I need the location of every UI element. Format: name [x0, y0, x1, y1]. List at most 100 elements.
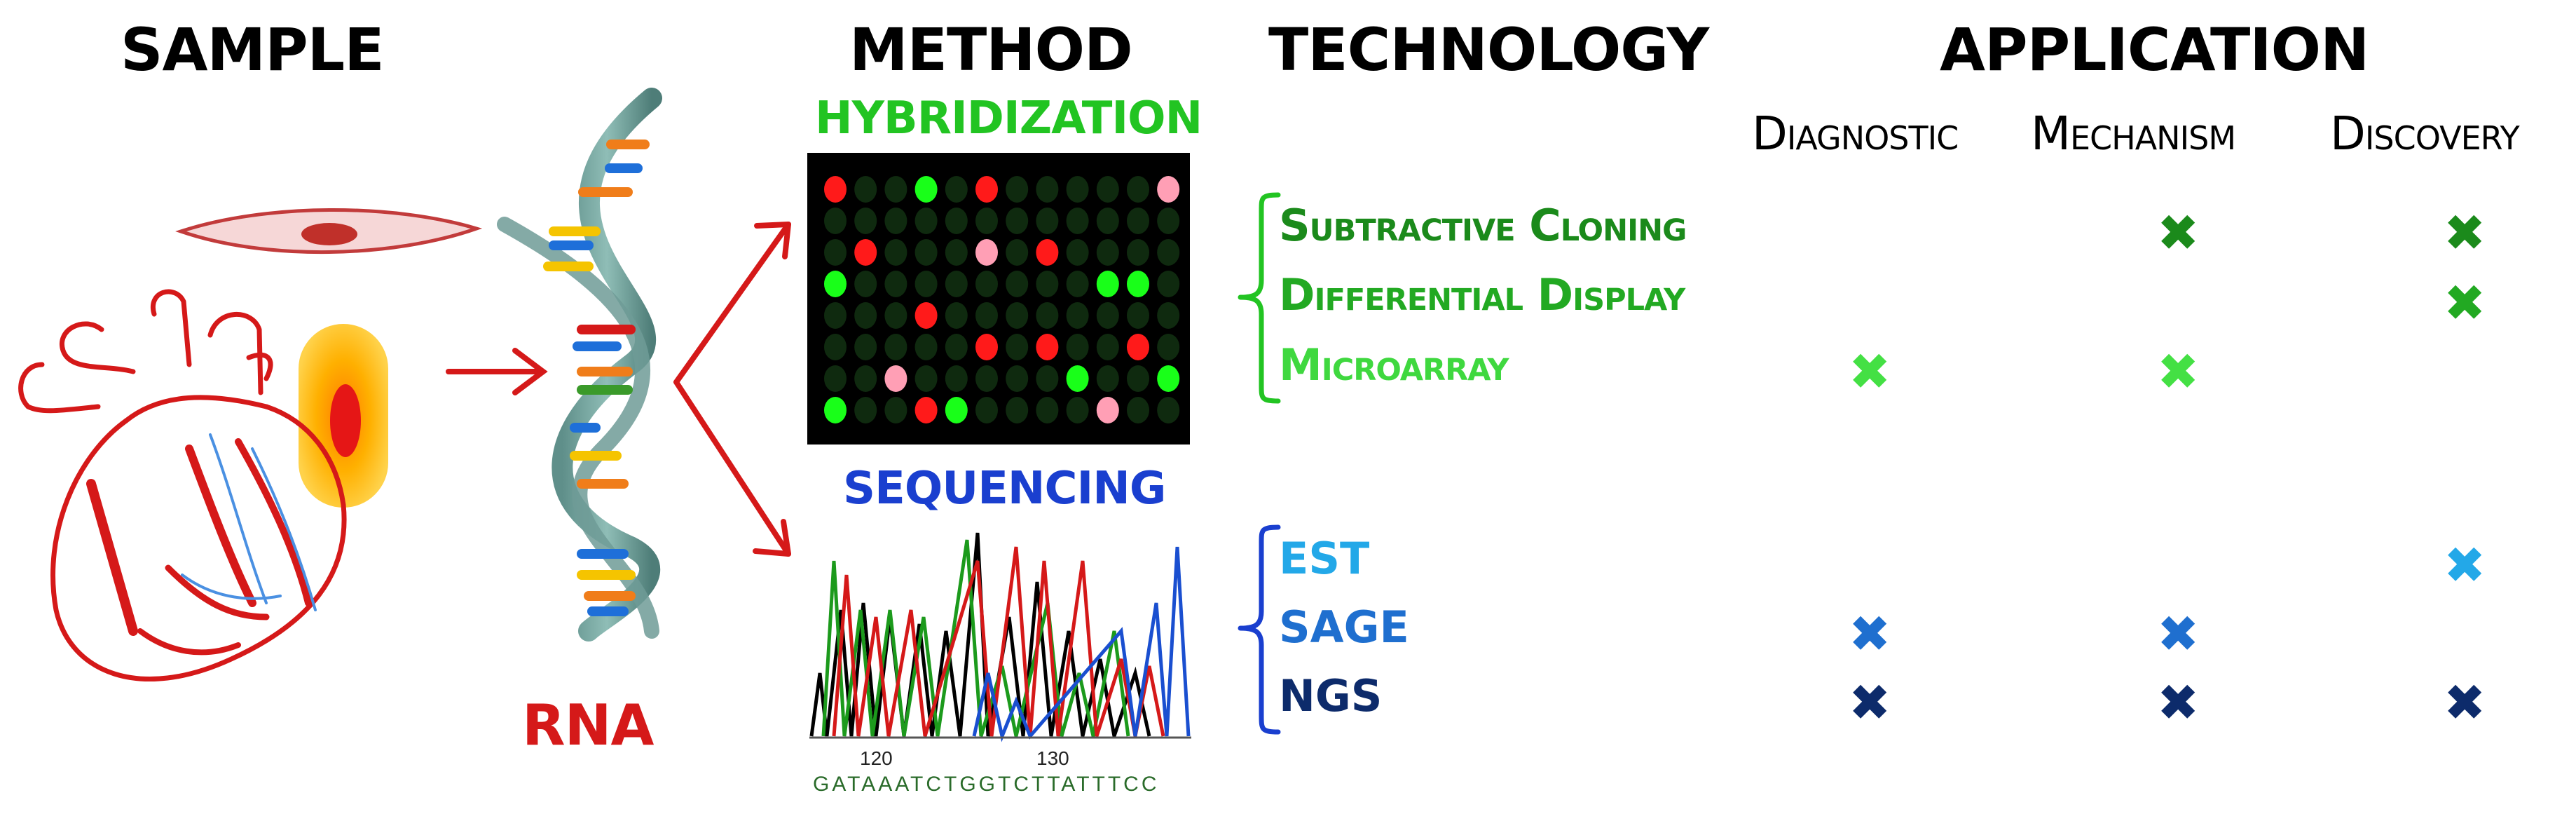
chromatogram-sequence: GATAAATCTGGTCTTATTTCC [813, 773, 1160, 796]
header-technology: TECHNOLOGY [1268, 15, 1709, 84]
microarray-spot [1006, 271, 1029, 297]
microarray-spot [884, 365, 907, 392]
microarray-spot [1127, 397, 1149, 423]
microarray-spot [1127, 271, 1149, 297]
sequencing-chromatogram [809, 532, 1191, 742]
tech-ngs: NGS [1279, 670, 1383, 721]
microarray-spot [1036, 208, 1059, 234]
mark-differential-display-discovery: ✖ [2444, 273, 2486, 332]
microarray-spot [884, 176, 907, 203]
rna-helix-icon [497, 88, 662, 642]
microarray-spot [1157, 397, 1180, 423]
microarray-spot [1096, 239, 1119, 266]
heart-icon [18, 289, 347, 681]
microarray-spot [824, 365, 847, 392]
microarray-spot [1096, 334, 1119, 360]
cell-icon [175, 208, 483, 255]
microarray-spot [884, 208, 907, 234]
microarray-spot [1096, 208, 1119, 234]
microarray-spot [1096, 397, 1119, 423]
mark-sage-mechanism: ✖ [2157, 604, 2200, 663]
microarray-spot [824, 334, 847, 360]
microarray-spot [1036, 302, 1059, 329]
mark-sage-diagnostic: ✖ [1849, 604, 1891, 663]
microarray-spot [945, 365, 968, 392]
microarray-spot [975, 271, 998, 297]
microarray-spot [884, 302, 907, 329]
header-application: APPLICATION [1940, 15, 2369, 84]
microarray-spot [1006, 365, 1029, 392]
microarray-spot [1006, 334, 1029, 360]
tech-subtractive-cloning: Subtractive Cloning [1279, 200, 1687, 251]
microarray-spot [1127, 208, 1149, 234]
header-method: METHOD [849, 15, 1133, 84]
microarray-spot [945, 334, 968, 360]
microarray-spot [1036, 271, 1059, 297]
microarray-spot [854, 176, 877, 203]
microarray-spot [824, 271, 847, 297]
mark-ngs-discovery: ✖ [2444, 673, 2486, 732]
mark-subtractive-cloning-discovery: ✖ [2444, 203, 2486, 262]
microarray-spot [1127, 176, 1149, 203]
microarray-spot [1066, 397, 1089, 423]
microarray-spot [1096, 365, 1119, 392]
microarray-spot [945, 239, 968, 266]
microarray-spot [1157, 302, 1180, 329]
microarray-spot [1006, 302, 1029, 329]
mark-ngs-diagnostic: ✖ [1849, 673, 1891, 732]
mark-ngs-mechanism: ✖ [2157, 673, 2200, 732]
microarray-spot [975, 239, 998, 266]
microarray-spot [1006, 239, 1029, 266]
microarray-spot [1036, 334, 1059, 360]
tech-differential-display: Differential Display [1279, 269, 1685, 320]
microarray-spot [824, 302, 847, 329]
microarray-spot [914, 271, 938, 297]
microarray-spot [945, 208, 968, 234]
tech-est: EST [1279, 533, 1370, 584]
microarray-spot [975, 208, 998, 234]
microarray-spot [884, 397, 907, 423]
microarray-spot [884, 334, 907, 360]
microarray-spot [1157, 176, 1180, 203]
microarray-spot [824, 397, 847, 423]
microarray-spot [1036, 176, 1059, 203]
microarray-spot [975, 302, 998, 329]
microarray-spot [1036, 397, 1059, 423]
mark-microarray-mechanism: ✖ [2157, 342, 2200, 401]
microarray-spot [914, 397, 938, 423]
microarray-spot [884, 271, 907, 297]
microarray-spot [1157, 271, 1180, 297]
microarray-spot [914, 208, 938, 234]
microarray-spot [854, 302, 877, 329]
microarray-spot [1066, 208, 1089, 234]
microarray-spot [975, 365, 998, 392]
microarray-spot [1006, 397, 1029, 423]
microarray-spot [914, 302, 938, 329]
rna-label: RNA [522, 693, 654, 758]
microarray-spot [945, 302, 968, 329]
microarray-spot [1066, 365, 1089, 392]
arrow-sample-to-rna [446, 348, 548, 395]
microarray-spot [914, 176, 938, 203]
method-hybridization: HYBRIDIZATION [815, 93, 1203, 144]
microarray-spot [1066, 239, 1089, 266]
microarray-spot [854, 334, 877, 360]
microarray-spot [914, 334, 938, 360]
microarray-spot [854, 239, 877, 266]
bracket-hybridization [1238, 192, 1281, 404]
microarray-spot [945, 271, 968, 297]
method-sequencing: SEQUENCING [843, 463, 1166, 515]
chromatogram-tick-120: 120 [860, 747, 893, 769]
microarray-spot [975, 397, 998, 423]
microarray-image [807, 153, 1190, 445]
microarray-spot [1157, 208, 1180, 234]
mark-est-discovery: ✖ [2444, 536, 2486, 595]
microarray-spot [945, 397, 968, 423]
microarray-spot [1006, 176, 1029, 203]
bracket-sequencing [1238, 524, 1281, 735]
microarray-spot [1096, 271, 1119, 297]
microarray-spot [1066, 271, 1089, 297]
heart-veins [181, 433, 317, 611]
microarray-spot [1006, 208, 1029, 234]
